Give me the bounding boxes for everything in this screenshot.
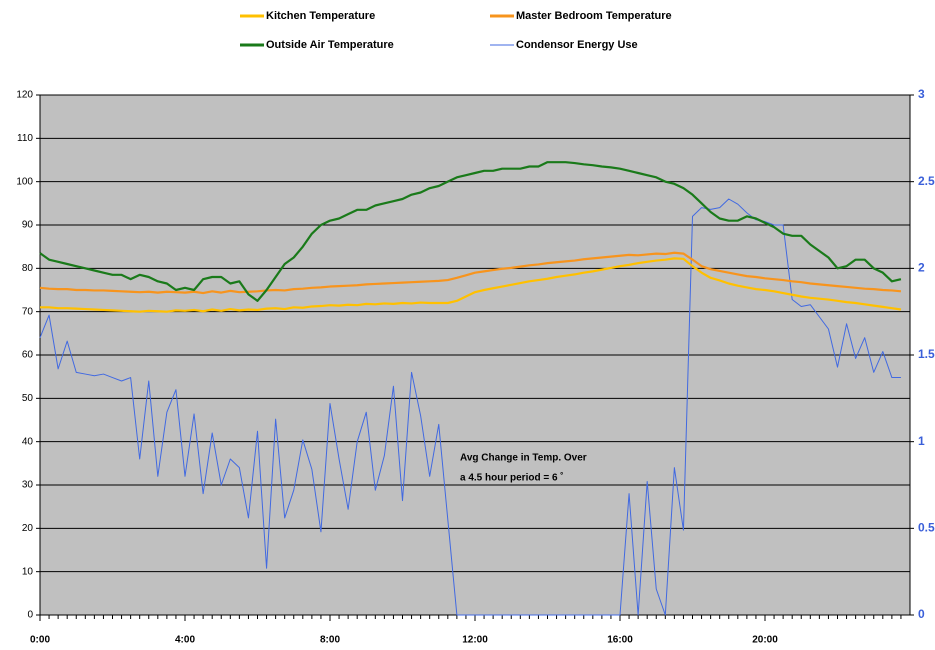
annotation: a 4.5 hour period = 6 ˚ [460, 472, 564, 484]
series-line [40, 257, 902, 313]
y2-tick-label: 3 [918, 87, 925, 101]
y-tick-label: 120 [16, 90, 33, 101]
series-line [39, 251, 902, 295]
legend-label: Kitchen Temperature [266, 10, 375, 22]
y-tick-label: 60 [22, 350, 34, 361]
y2-tick-label: 2.5 [918, 174, 935, 188]
y2-tick-label: 1 [918, 434, 925, 448]
x-tick-label: 12:00 [462, 635, 488, 646]
y-tick-label: 10 [22, 566, 34, 577]
annotation: Avg Change in Temp. Over [460, 453, 587, 464]
series-line [39, 161, 902, 302]
x-tick-label: 8:00 [320, 635, 340, 646]
y-tick-label: 90 [22, 220, 34, 231]
legend-label: Condensor Energy Use [516, 39, 638, 51]
y-tick-label: 110 [17, 133, 33, 144]
y-tick-label: 50 [22, 393, 34, 404]
x-tick-label: 0:00 [30, 635, 50, 646]
y2-tick-label: 0.5 [918, 521, 935, 535]
y2-tick-label: 2 [918, 261, 925, 275]
x-tick-label: 20:00 [752, 635, 778, 646]
y-tick-label: 100 [16, 176, 33, 187]
y-tick-label: 30 [22, 480, 34, 491]
y-tick-label: 40 [22, 436, 34, 447]
legend-label: Master Bedroom Temperature [516, 10, 672, 22]
x-tick-label: 16:00 [607, 635, 633, 646]
y-tick-label: 0 [27, 610, 33, 621]
x-tick-label: 4:00 [175, 635, 195, 646]
y2-tick-label: 1.5 [918, 347, 935, 361]
y2-tick-label: 0 [918, 607, 925, 621]
y-tick-label: 80 [22, 263, 34, 274]
legend-label: Outside Air Temperature [266, 39, 394, 51]
y-tick-label: 20 [22, 523, 34, 534]
y-tick-label: 70 [22, 306, 34, 317]
